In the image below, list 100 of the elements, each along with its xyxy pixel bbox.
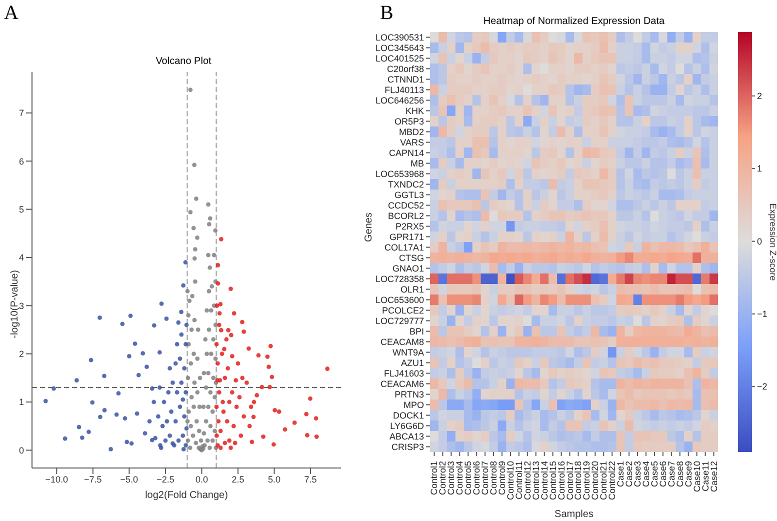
y-tick-label: LOC729777 bbox=[375, 316, 424, 326]
y-tick-label: LOC728358 bbox=[375, 274, 424, 284]
y-tick-label: 6 bbox=[18, 156, 24, 166]
x-tick-label: Control20 bbox=[590, 461, 600, 500]
y-tick-label: GNAO1 bbox=[392, 263, 424, 274]
y-tick-label: LOC390531 bbox=[375, 32, 424, 42]
y-tick-label: DOCK1 bbox=[392, 410, 424, 420]
y-tick-label: GPR171 bbox=[389, 232, 424, 242]
y-tick-label: CAPN14 bbox=[388, 148, 424, 158]
y-tick-label: VARS bbox=[400, 137, 424, 148]
y-tick-label: LOC345643 bbox=[375, 42, 424, 53]
x-tick-label: 7.5 bbox=[304, 474, 317, 484]
y-tick-label: CEACAM6 bbox=[380, 378, 424, 389]
y-axis-title: -log10(P-value) bbox=[10, 270, 21, 338]
x-tick-label: Control1 bbox=[429, 461, 440, 496]
x-tick-label: Control22 bbox=[607, 461, 618, 500]
y-tick-label: CTNND1 bbox=[387, 74, 424, 84]
y-tick-label: FLJ41603 bbox=[384, 368, 424, 378]
y-tick-label: MPO bbox=[403, 400, 424, 410]
y-tick-label: OLR1 bbox=[400, 284, 424, 294]
color-bar-title: Expression Z-score bbox=[768, 203, 777, 281]
x-tick-label: −10.0 bbox=[45, 474, 68, 484]
x-tick-label: Case11 bbox=[700, 461, 710, 492]
color-bar-label: −1 bbox=[757, 308, 768, 319]
y-tick-label: P2RX5 bbox=[395, 221, 424, 232]
y-tick-label: LOC646256 bbox=[375, 95, 424, 106]
x-tick-label: Control5 bbox=[463, 461, 474, 496]
y-tick-label: CEACAM8 bbox=[380, 336, 424, 347]
x-tick-label: −5.0 bbox=[120, 474, 138, 484]
y-tick-label: ABCA13 bbox=[389, 431, 424, 442]
x-tick-label: Control12 bbox=[522, 461, 532, 500]
y-tick-label: PCOLCE2 bbox=[382, 305, 424, 316]
x-tick-label: Case6 bbox=[658, 461, 668, 488]
text: B bbox=[380, 2, 394, 25]
y-tick-label: 7 bbox=[18, 108, 24, 118]
x-tick-label: Case9 bbox=[683, 461, 694, 488]
y-tick-label: AZU1 bbox=[400, 358, 424, 368]
y-tick-label: 4 bbox=[18, 252, 24, 263]
x-tick-label: Control21 bbox=[598, 461, 609, 500]
y-tick-label: 1 bbox=[18, 397, 24, 408]
y-tick-label: 0 bbox=[18, 445, 24, 456]
y-tick-label: 5 bbox=[18, 204, 24, 214]
y-tick-label: KHK bbox=[405, 106, 424, 116]
y-tick-label: PRTN3 bbox=[394, 389, 424, 400]
x-tick-label: Control16 bbox=[556, 461, 566, 500]
x-axis-title: Samples bbox=[554, 509, 594, 520]
y-tick-label: CTSG bbox=[398, 252, 424, 263]
y-tick-label: LOC653600 bbox=[375, 294, 424, 305]
y-tick-label: LY6G6D bbox=[390, 420, 424, 431]
color-bar-label: −2 bbox=[757, 382, 768, 392]
y-tick-label: MB bbox=[410, 158, 424, 168]
x-tick-label: Case5 bbox=[649, 461, 660, 488]
x-tick-label: Control18 bbox=[573, 461, 584, 500]
x-tick-label: Control10 bbox=[505, 461, 516, 500]
y-tick-label: LOC653968 bbox=[375, 168, 424, 179]
x-tick-label: Control6 bbox=[472, 461, 482, 496]
x-tick-label: Case10 bbox=[692, 461, 702, 492]
x-tick-label: Case8 bbox=[674, 461, 685, 488]
y-tick-label: MBD2 bbox=[398, 126, 424, 137]
x-tick-label: Control8 bbox=[488, 461, 499, 496]
y-tick-label: BPI bbox=[409, 326, 424, 336]
y-axis-title: Genes bbox=[364, 212, 375, 242]
chart-title: Heatmap of Normalized Expression Data bbox=[482, 16, 666, 27]
x-tick-label: Case1 bbox=[616, 461, 626, 488]
x-tick-label: Control11 bbox=[514, 461, 524, 500]
x-tick-label: Control19 bbox=[582, 461, 592, 500]
x-tick-label: Control9 bbox=[497, 461, 507, 496]
x-tick-label: Control17 bbox=[564, 461, 575, 500]
x-tick-label: Control13 bbox=[530, 461, 541, 500]
x-tick-label: 5.0 bbox=[268, 474, 281, 484]
x-tick-label: −2.5 bbox=[156, 474, 174, 484]
y-tick-label: CCDC52 bbox=[388, 200, 424, 210]
color-bar-label: 2 bbox=[757, 90, 762, 101]
x-tick-label: Case3 bbox=[632, 461, 643, 488]
x-tick-label: Control15 bbox=[548, 461, 558, 500]
x-tick-label: Control4 bbox=[454, 461, 465, 496]
x-axis-title: log2(Fold Change) bbox=[145, 490, 228, 501]
y-tick-label: 2 bbox=[18, 349, 24, 360]
x-tick-label: Case4 bbox=[641, 461, 651, 488]
y-tick-label: COL17A1 bbox=[384, 242, 424, 252]
x-tick-label: Control14 bbox=[539, 461, 550, 500]
color-bar-label: 0 bbox=[757, 236, 762, 246]
y-tick-label: TXNDC2 bbox=[388, 179, 424, 190]
y-tick-label: OR5P3 bbox=[394, 116, 424, 126]
x-tick-label: 0.0 bbox=[195, 474, 208, 484]
color-bar-label: 1 bbox=[757, 164, 762, 174]
y-tick-label: LOC401525 bbox=[375, 53, 424, 64]
y-tick-label: CRISP3 bbox=[391, 442, 424, 452]
x-tick-label: 2.5 bbox=[232, 474, 244, 484]
x-tick-label: −7.5 bbox=[84, 474, 102, 484]
chart-title: Volcano Plot bbox=[154, 56, 212, 67]
x-tick-label: Control7 bbox=[480, 461, 490, 496]
x-tick-label: Case12 bbox=[708, 461, 719, 492]
x-tick-label: Case7 bbox=[666, 461, 676, 488]
y-tick-label: 3 bbox=[18, 300, 24, 311]
x-tick-label: Control3 bbox=[446, 461, 456, 496]
y-tick-label: BCORL2 bbox=[388, 210, 424, 221]
y-tick-label: FLJ40113 bbox=[384, 84, 424, 95]
x-tick-label: Control2 bbox=[438, 461, 448, 496]
y-tick-label: WNT9A bbox=[392, 347, 424, 358]
